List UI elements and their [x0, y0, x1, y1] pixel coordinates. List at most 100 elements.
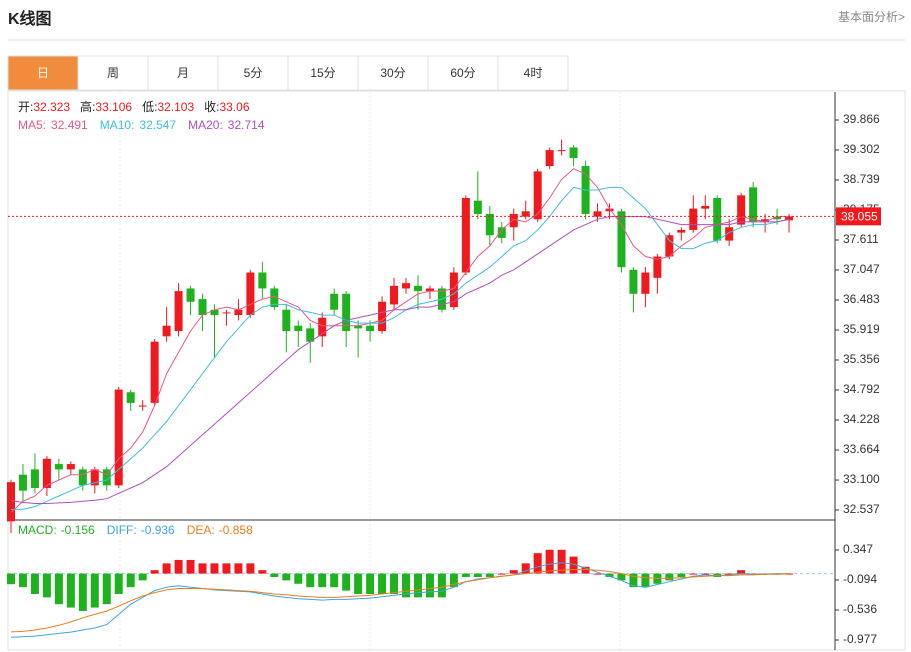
- candle-body: [318, 317, 327, 337]
- macd-bar: [413, 573, 422, 598]
- macd-bar: [366, 573, 375, 594]
- tab-label[interactable]: 15分: [310, 66, 335, 80]
- y-tick-label: 0.347: [843, 542, 873, 556]
- macd-bar: [390, 573, 399, 594]
- candle-body: [761, 219, 770, 222]
- macd-bar: [282, 573, 291, 581]
- candle-body: [102, 469, 111, 486]
- candle-body: [222, 312, 231, 314]
- legend-value: -0.936: [141, 523, 175, 537]
- candle-body: [246, 272, 255, 316]
- macd-bar: [210, 563, 219, 574]
- macd-bar: [521, 563, 530, 574]
- candle-body: [270, 288, 279, 308]
- tab-label[interactable]: 日: [37, 66, 49, 80]
- macd-bar: [437, 573, 446, 598]
- y-tick-label: -0.094: [843, 572, 877, 586]
- y-tick-label: -0.977: [843, 632, 877, 646]
- candle-body: [605, 208, 614, 212]
- y-tick-label: 34.228: [843, 412, 880, 426]
- tab-label[interactable]: 4时: [524, 66, 543, 80]
- candle-body: [593, 211, 602, 217]
- candle-body: [30, 469, 39, 489]
- macd-bar: [114, 573, 123, 594]
- macd-bar: [90, 573, 99, 608]
- candle-body: [54, 464, 63, 470]
- macd-bar: [378, 573, 387, 594]
- tab[interactable]: [77, 55, 149, 91]
- tab-label[interactable]: 月: [177, 66, 189, 80]
- candle-body: [425, 288, 434, 292]
- tab[interactable]: [497, 55, 569, 91]
- current-price-box: [836, 207, 881, 226]
- macd-bar: [449, 573, 458, 588]
- candle-body: [114, 389, 123, 486]
- macd-bar: [569, 556, 578, 574]
- candle-body: [366, 325, 375, 332]
- macd-bar: [581, 566, 590, 574]
- ma-line: [10, 168, 790, 513]
- candle-body: [557, 150, 566, 152]
- macd-bar: [66, 573, 75, 608]
- legend-name: MACD:: [18, 523, 57, 537]
- candle-body: [725, 227, 734, 241]
- macd-bar: [162, 563, 171, 574]
- plot: 39.86639.30238.73938.17537.61137.04736.4…: [7, 112, 881, 646]
- candle-body: [390, 285, 399, 305]
- ohlc-label: 开:: [18, 100, 33, 114]
- macd-bar: [497, 573, 506, 575]
- chart-frame: [7, 90, 906, 651]
- macd-bar: [42, 573, 51, 598]
- candle-body: [497, 227, 506, 238]
- candle-body: [66, 464, 75, 470]
- macd-bar: [533, 553, 542, 574]
- macd-bar: [689, 573, 698, 575]
- candle-body: [18, 474, 27, 491]
- legend-value: -0.156: [61, 523, 95, 537]
- macd-bar: [605, 573, 614, 577]
- tab-label[interactable]: 5分: [244, 66, 263, 80]
- candle-body: [294, 325, 303, 332]
- candle-body: [78, 469, 87, 486]
- y-tick-label: 37.047: [843, 262, 880, 276]
- macd-bar: [617, 573, 626, 581]
- ohlc-label: 收:: [204, 100, 219, 114]
- candle-body: [473, 200, 482, 214]
- macd-bar: [150, 570, 159, 574]
- macd-bar: [557, 549, 566, 574]
- candle-body: [186, 288, 195, 302]
- tab-label[interactable]: 30分: [380, 66, 405, 80]
- macd-bar: [258, 570, 267, 574]
- legend-value: 32.714: [228, 118, 265, 132]
- tab-label[interactable]: 60分: [450, 66, 475, 80]
- ohlc-value: 33.06: [219, 100, 249, 114]
- macd-bar: [725, 573, 734, 575]
- candle-body: [258, 272, 267, 289]
- candle-body: [306, 328, 315, 342]
- candle-body: [42, 458, 51, 489]
- tab[interactable]: [357, 55, 429, 91]
- macd-bar: [737, 570, 746, 574]
- tab-label[interactable]: 周: [107, 66, 119, 80]
- candle-body: [413, 285, 422, 292]
- tab[interactable]: [147, 55, 219, 91]
- macd-bar: [306, 573, 315, 588]
- candle-body: [282, 309, 291, 332]
- candle-body: [617, 211, 626, 268]
- legend-name: MA20:: [188, 118, 223, 132]
- candle-body: [569, 147, 578, 159]
- legend-value: 32.491: [51, 118, 88, 132]
- macd-bar: [30, 573, 39, 594]
- ma-line: [10, 216, 790, 504]
- macd-line: [10, 569, 790, 633]
- candle-body: [653, 256, 662, 278]
- macd-bar: [294, 573, 303, 584]
- candle-body: [354, 325, 363, 329]
- candle-body: [785, 216, 794, 221]
- fundamental-link[interactable]: 基本面分析>: [838, 10, 905, 24]
- legend: 开: 32.323 高: 33.106 低: 32.103 收: 33.06 MA5: 32.49…: [18, 99, 265, 537]
- ma-line: [10, 186, 790, 510]
- legend-value: 32.547: [139, 118, 176, 132]
